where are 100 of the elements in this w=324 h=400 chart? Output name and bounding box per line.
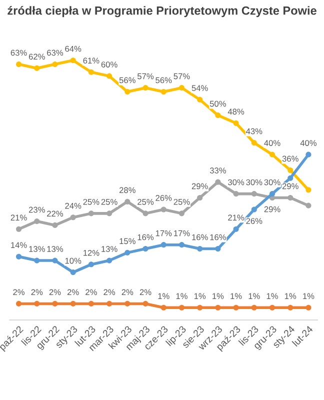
point bbox=[106, 258, 112, 264]
data-label: 25% bbox=[101, 198, 118, 205]
data-label: 63% bbox=[47, 50, 64, 56]
point bbox=[16, 226, 22, 232]
point bbox=[178, 210, 185, 216]
point bbox=[124, 198, 130, 204]
point bbox=[269, 191, 276, 197]
point bbox=[178, 85, 185, 91]
data-label: 40% bbox=[300, 140, 317, 146]
point bbox=[197, 304, 203, 310]
point bbox=[88, 262, 94, 268]
data-label: 1% bbox=[176, 293, 188, 300]
point bbox=[269, 152, 276, 158]
point bbox=[251, 140, 257, 146]
point bbox=[251, 191, 257, 197]
point bbox=[215, 246, 221, 252]
data-label: 36% bbox=[282, 156, 298, 162]
point bbox=[197, 246, 203, 252]
data-label: 1% bbox=[303, 293, 314, 300]
data-label: 57% bbox=[138, 73, 154, 80]
point bbox=[288, 304, 294, 310]
data-label: 43% bbox=[246, 128, 262, 134]
point bbox=[16, 300, 22, 306]
point bbox=[251, 206, 257, 212]
data-label: 60% bbox=[101, 62, 118, 68]
point bbox=[124, 300, 130, 306]
data-label: 26% bbox=[156, 195, 172, 201]
data-label: 30% bbox=[264, 179, 280, 186]
data-label: 29% bbox=[264, 206, 280, 212]
data-label: 23% bbox=[28, 206, 45, 213]
data-label: 12% bbox=[83, 250, 100, 256]
data-label: 16% bbox=[210, 234, 226, 240]
point bbox=[88, 300, 94, 306]
data-label: 17% bbox=[156, 230, 172, 236]
data-label: 2% bbox=[67, 289, 79, 296]
point bbox=[233, 226, 239, 232]
point bbox=[215, 112, 221, 118]
data-label: 56% bbox=[156, 77, 172, 84]
point bbox=[306, 202, 312, 208]
data-label: 63% bbox=[10, 50, 27, 56]
point bbox=[124, 88, 130, 95]
data-label: 1% bbox=[266, 293, 278, 300]
data-label: 25% bbox=[138, 198, 154, 205]
point bbox=[197, 194, 203, 201]
data-label: 22% bbox=[47, 210, 64, 217]
point bbox=[288, 167, 294, 174]
data-label: 2% bbox=[13, 289, 24, 296]
point bbox=[251, 304, 257, 310]
point bbox=[52, 258, 58, 264]
data-label: 1% bbox=[158, 293, 170, 300]
data-label: 1% bbox=[230, 293, 242, 300]
point bbox=[233, 304, 239, 310]
data-label: 30% bbox=[228, 179, 244, 186]
data-label: 2% bbox=[31, 289, 43, 296]
point bbox=[142, 246, 148, 252]
data-label: 57% bbox=[174, 73, 190, 80]
point bbox=[16, 254, 22, 260]
point bbox=[215, 304, 221, 310]
point bbox=[52, 300, 58, 306]
point bbox=[306, 187, 312, 193]
point bbox=[160, 206, 166, 212]
data-label: 2% bbox=[140, 289, 152, 296]
point bbox=[215, 179, 221, 185]
data-label: 29% bbox=[282, 183, 298, 190]
point bbox=[70, 214, 76, 220]
data-label: 29% bbox=[192, 183, 208, 190]
point bbox=[160, 242, 166, 248]
data-label: 64% bbox=[65, 46, 82, 52]
data-label: 26% bbox=[246, 218, 262, 224]
point bbox=[160, 88, 166, 95]
point bbox=[233, 191, 239, 197]
point bbox=[88, 210, 94, 216]
point bbox=[70, 300, 76, 306]
point bbox=[142, 300, 148, 306]
data-label: 10% bbox=[65, 258, 82, 264]
point bbox=[160, 304, 166, 310]
data-label: 30% bbox=[246, 179, 262, 186]
data-label: 2% bbox=[104, 289, 116, 296]
point bbox=[34, 65, 40, 71]
chart-title: źródła ciepła w Programie Priorytetowym Czyste Powie bbox=[8, 6, 316, 18]
data-label: 2% bbox=[86, 289, 97, 296]
data-label: 1% bbox=[194, 293, 206, 300]
data-label: 14% bbox=[11, 242, 27, 248]
point bbox=[124, 250, 130, 256]
data-label: 13% bbox=[47, 246, 64, 252]
data-label: 1% bbox=[248, 293, 260, 300]
point bbox=[142, 210, 148, 216]
data-label: 28% bbox=[119, 187, 136, 194]
point bbox=[70, 58, 76, 64]
data-label: 50% bbox=[210, 100, 226, 107]
data-label: 24% bbox=[65, 202, 82, 209]
point bbox=[106, 73, 112, 79]
point bbox=[34, 218, 40, 224]
point bbox=[288, 194, 294, 201]
data-label: 61% bbox=[83, 58, 100, 64]
data-label: 1% bbox=[212, 293, 224, 300]
point bbox=[306, 304, 312, 310]
data-label: 1% bbox=[284, 293, 296, 300]
data-label: 16% bbox=[192, 234, 208, 240]
data-label: 25% bbox=[174, 198, 190, 205]
